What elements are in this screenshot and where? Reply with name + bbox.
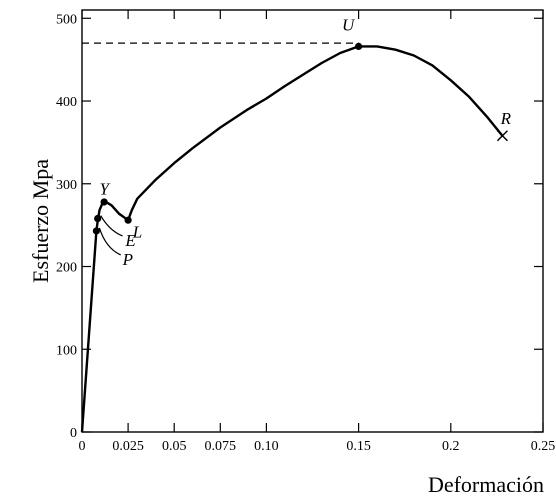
y-tick-label: 0 — [70, 426, 77, 441]
point-e-label: E — [124, 231, 136, 250]
point-l-label: L — [132, 223, 142, 242]
x-tick-label: 0.25 — [531, 439, 556, 454]
y-tick-label: 100 — [56, 343, 77, 358]
point-e-leader — [100, 215, 123, 237]
y-axis-title: Esfuerzo Mpa — [28, 159, 53, 283]
x-tick-label: 0.025 — [112, 439, 144, 454]
x-tick-label: 0.15 — [346, 439, 371, 454]
x-tick-label: 0.05 — [162, 439, 187, 454]
x-axis-title: Deformación — [428, 472, 544, 497]
point-y-label: Y — [100, 180, 111, 199]
point-p-leader — [98, 227, 121, 256]
x-tick-label: 0.2 — [442, 439, 460, 454]
point-p-label: P — [122, 250, 133, 269]
x-tick-label: 0.10 — [254, 439, 279, 454]
y-tick-label: 200 — [56, 261, 77, 276]
point-y-marker — [100, 198, 108, 206]
x-tick-label: 0 — [79, 439, 86, 454]
point-r-label: R — [500, 109, 512, 128]
point-e-marker — [94, 214, 102, 223]
rupture-cross-marker — [496, 130, 508, 142]
point-p-marker — [92, 227, 100, 235]
y-tick-label: 300 — [56, 178, 77, 193]
stress-strain-curve — [80, 45, 504, 433]
y-tick-label: 500 — [56, 12, 77, 27]
point-u-label: U — [342, 16, 356, 35]
point-l-marker — [124, 216, 132, 224]
point-u-marker — [355, 42, 363, 51]
plot-frame — [81, 9, 544, 433]
x-tick-label: 0.075 — [205, 439, 237, 454]
y-tick-label: 400 — [56, 95, 77, 110]
